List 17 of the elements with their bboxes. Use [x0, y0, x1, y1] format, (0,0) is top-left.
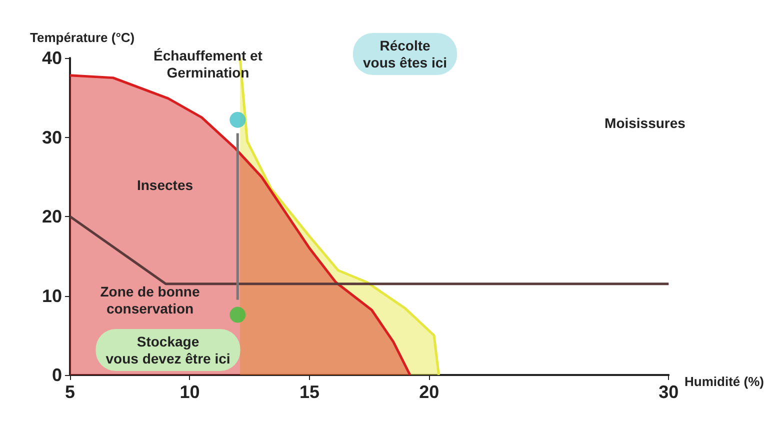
x-tick-label: 10	[180, 382, 200, 402]
y-tick-label: 10	[42, 286, 62, 306]
y-tick-label: 30	[42, 127, 62, 148]
annotation: Récolte vous êtes ici	[362, 38, 448, 70]
x-tick-label: 20	[419, 382, 440, 402]
y-tick-label: 40	[42, 48, 62, 68]
y-axis-title: Température (°C)	[30, 30, 135, 45]
annotation: Moisissures	[604, 115, 686, 131]
y-tick-label: 0	[52, 365, 62, 385]
annotation: Zone de bonne conservation	[100, 284, 200, 316]
x-tick-label: 15	[299, 382, 320, 402]
y-tick-label: 20	[42, 206, 62, 226]
annotation: Stockage vous devez être ici	[106, 334, 230, 366]
x-axis-title: Humidité (%)	[684, 374, 764, 389]
x-tick-label: 5	[64, 382, 76, 402]
x-tick-label: 30	[658, 382, 679, 402]
annotation: Insectes	[136, 177, 194, 193]
